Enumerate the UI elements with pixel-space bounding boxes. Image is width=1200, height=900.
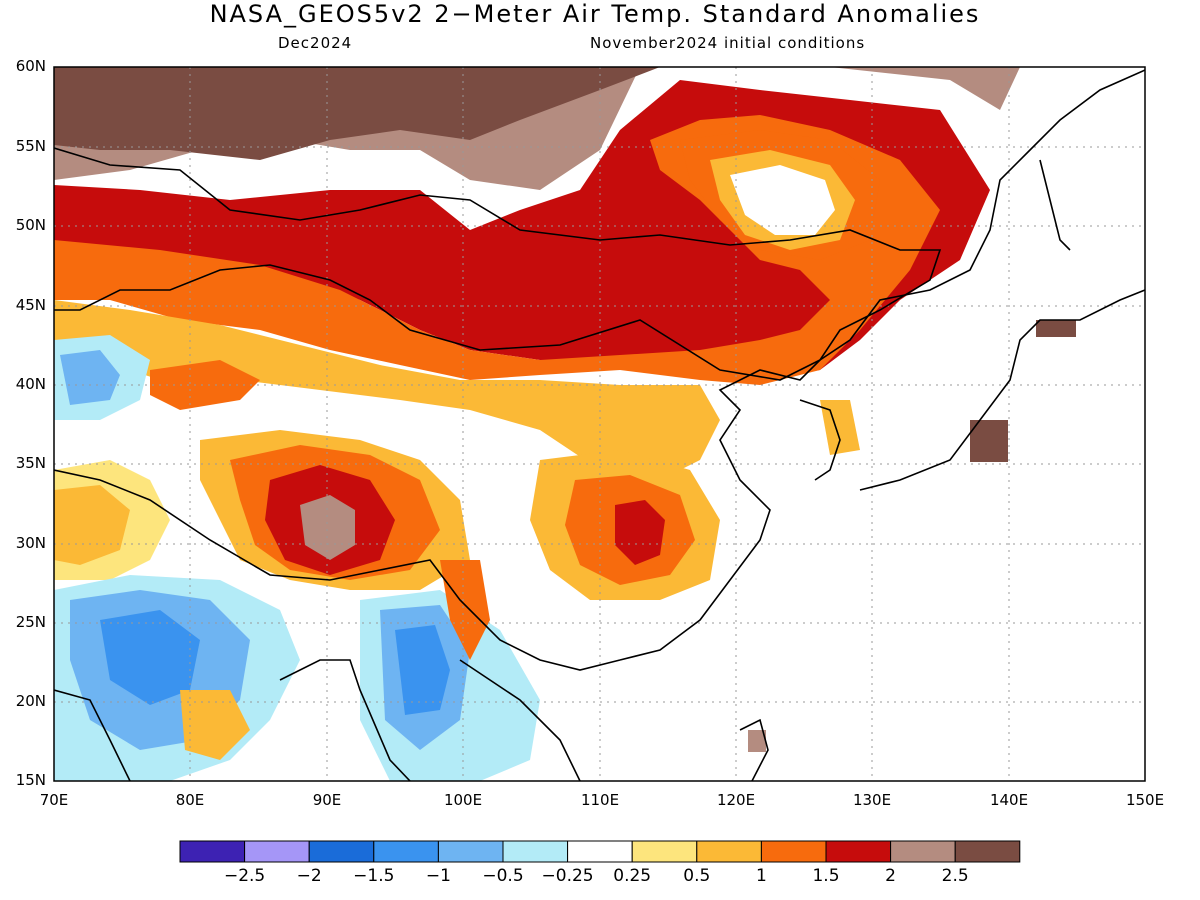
anomaly-region-dark-brown bbox=[54, 67, 660, 160]
legend-label: −0.5 bbox=[482, 866, 524, 886]
anomaly-region-china-red bbox=[615, 500, 665, 565]
map-frame bbox=[53, 66, 1146, 782]
legend-label: 2 bbox=[885, 866, 896, 886]
coastlines bbox=[54, 69, 1145, 781]
lon-label: 110E bbox=[580, 791, 620, 809]
anomaly-region-white-core bbox=[730, 165, 835, 235]
anomaly-region-hokkaido bbox=[1036, 320, 1076, 337]
anomaly-region-light-orange bbox=[54, 300, 720, 480]
legend-swatch bbox=[437, 840, 504, 863]
legend-swatch bbox=[308, 840, 375, 863]
country-border-south bbox=[54, 469, 621, 671]
lat-label: 45N bbox=[15, 296, 46, 314]
lon-label: 100E bbox=[443, 791, 483, 809]
lon-label: 130E bbox=[852, 791, 892, 809]
legend-swatch bbox=[244, 840, 310, 863]
forecast-month: Dec2024 bbox=[278, 34, 353, 52]
anomaly-region-korea bbox=[820, 400, 860, 455]
lat-label: 35N bbox=[15, 454, 46, 472]
japan-coast bbox=[859, 289, 1145, 491]
anomaly-region-japan bbox=[970, 420, 1008, 462]
lon-label: 80E bbox=[175, 791, 205, 809]
legend-swatch bbox=[567, 840, 633, 863]
taiwan-coast bbox=[739, 718, 769, 781]
anomaly-region-orange-west bbox=[150, 360, 260, 410]
legend-label: 1 bbox=[755, 866, 767, 886]
lon-label: 120E bbox=[716, 791, 756, 809]
legend-swatch bbox=[890, 840, 956, 863]
legend-label: −2.5 bbox=[223, 866, 266, 886]
anomaly-region-india-warm bbox=[180, 690, 250, 760]
legend-swatch bbox=[760, 840, 827, 863]
anomaly-region-nw-blue bbox=[60, 350, 120, 405]
grid-lines bbox=[54, 67, 1145, 781]
legend-swatch bbox=[502, 840, 569, 863]
legend-label: 0.5 bbox=[683, 866, 711, 886]
lat-label: 40N bbox=[15, 375, 46, 393]
lat-label: 50N bbox=[15, 216, 46, 234]
map-title: NASA_GEOS5v2 2−Meter Air Temp. Standard … bbox=[209, 0, 981, 28]
anomaly-field bbox=[54, 67, 1145, 781]
lat-label: 15N bbox=[15, 771, 46, 789]
lat-label: 20N bbox=[15, 692, 46, 710]
anomaly-region-sea-deep bbox=[395, 625, 450, 715]
legend-label: 2.5 bbox=[941, 866, 969, 886]
legend-swatch bbox=[825, 840, 892, 863]
lon-label: 140E bbox=[989, 791, 1029, 809]
sakhalin-coast bbox=[1039, 159, 1071, 251]
lat-label: 55N bbox=[15, 137, 46, 155]
anomaly-region-west-light-orange bbox=[54, 485, 130, 565]
lat-label: 60N bbox=[15, 57, 46, 75]
initial-conditions: November2024 initial conditions bbox=[590, 34, 866, 52]
legend-label: −2 bbox=[296, 866, 322, 886]
legend-label: 0.25 bbox=[613, 866, 652, 886]
lon-label: 90E bbox=[312, 791, 342, 809]
color-legend bbox=[179, 840, 1021, 863]
anomaly-region-south-orange bbox=[440, 560, 490, 660]
anomaly-region-taiwan bbox=[748, 730, 766, 752]
lat-label: 25N bbox=[15, 613, 46, 631]
korea-coast bbox=[799, 399, 841, 481]
legend-label: −0.25 bbox=[541, 866, 594, 886]
india-coast bbox=[54, 659, 411, 781]
legend-swatch bbox=[631, 840, 698, 863]
lon-label: 70E bbox=[39, 791, 69, 809]
legend-swatch bbox=[696, 840, 762, 863]
legend-swatch bbox=[179, 840, 246, 863]
legend-swatch bbox=[373, 840, 439, 863]
legend-swatch bbox=[954, 840, 1021, 863]
anomaly-region-india-deep bbox=[100, 610, 200, 705]
sea-coast bbox=[459, 69, 1145, 781]
legend-label: −1 bbox=[425, 866, 451, 886]
lat-label: 30N bbox=[15, 534, 46, 552]
lon-label: 150E bbox=[1125, 791, 1165, 809]
legend-label: −1.5 bbox=[353, 866, 395, 886]
legend-label: 1.5 bbox=[812, 866, 840, 886]
